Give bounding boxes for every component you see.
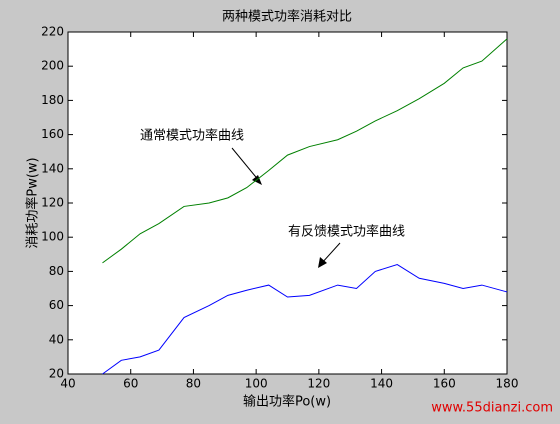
y-tick-label: 180	[41, 93, 64, 107]
x-tick-label: 140	[370, 377, 393, 391]
y-tick-label: 200	[41, 59, 64, 73]
chart-title: 两种模式功率消耗对比	[222, 9, 352, 25]
x-tick-label: 160	[433, 377, 456, 391]
x-tick-label: 120	[307, 377, 330, 391]
watermark: www.55dianzi.com	[431, 401, 553, 416]
annotation-arrow	[320, 242, 341, 265]
series-line	[102, 38, 508, 264]
y-tick-label: 80	[49, 264, 64, 278]
y-tick-label: 220	[41, 25, 64, 39]
x-tick-label: 180	[496, 377, 519, 391]
x-tick-label: 60	[123, 377, 138, 391]
series-line	[102, 264, 508, 375]
arrow-head	[318, 257, 327, 268]
y-tick-label: 140	[41, 161, 64, 175]
annotation: 通常模式功率曲线	[140, 128, 244, 144]
y-axis-label: 消耗功率Pw(w)	[25, 157, 41, 248]
x-tick-label: 80	[186, 377, 201, 391]
y-tick-label: 100	[41, 230, 64, 244]
x-axis-label: 输出功率Po(w)	[243, 394, 331, 410]
y-tick-label: 60	[49, 298, 64, 312]
x-tick-label: 100	[245, 377, 268, 391]
plot-area	[67, 31, 508, 375]
y-tick-label: 40	[49, 332, 64, 346]
annotation-arrow	[231, 147, 261, 183]
annotation: 有反馈模式功率曲线	[288, 224, 405, 240]
y-tick-label: 120	[41, 196, 64, 210]
x-tick-label: 40	[60, 377, 75, 391]
y-tick-label: 20	[49, 367, 64, 381]
y-tick-label: 160	[41, 127, 64, 141]
